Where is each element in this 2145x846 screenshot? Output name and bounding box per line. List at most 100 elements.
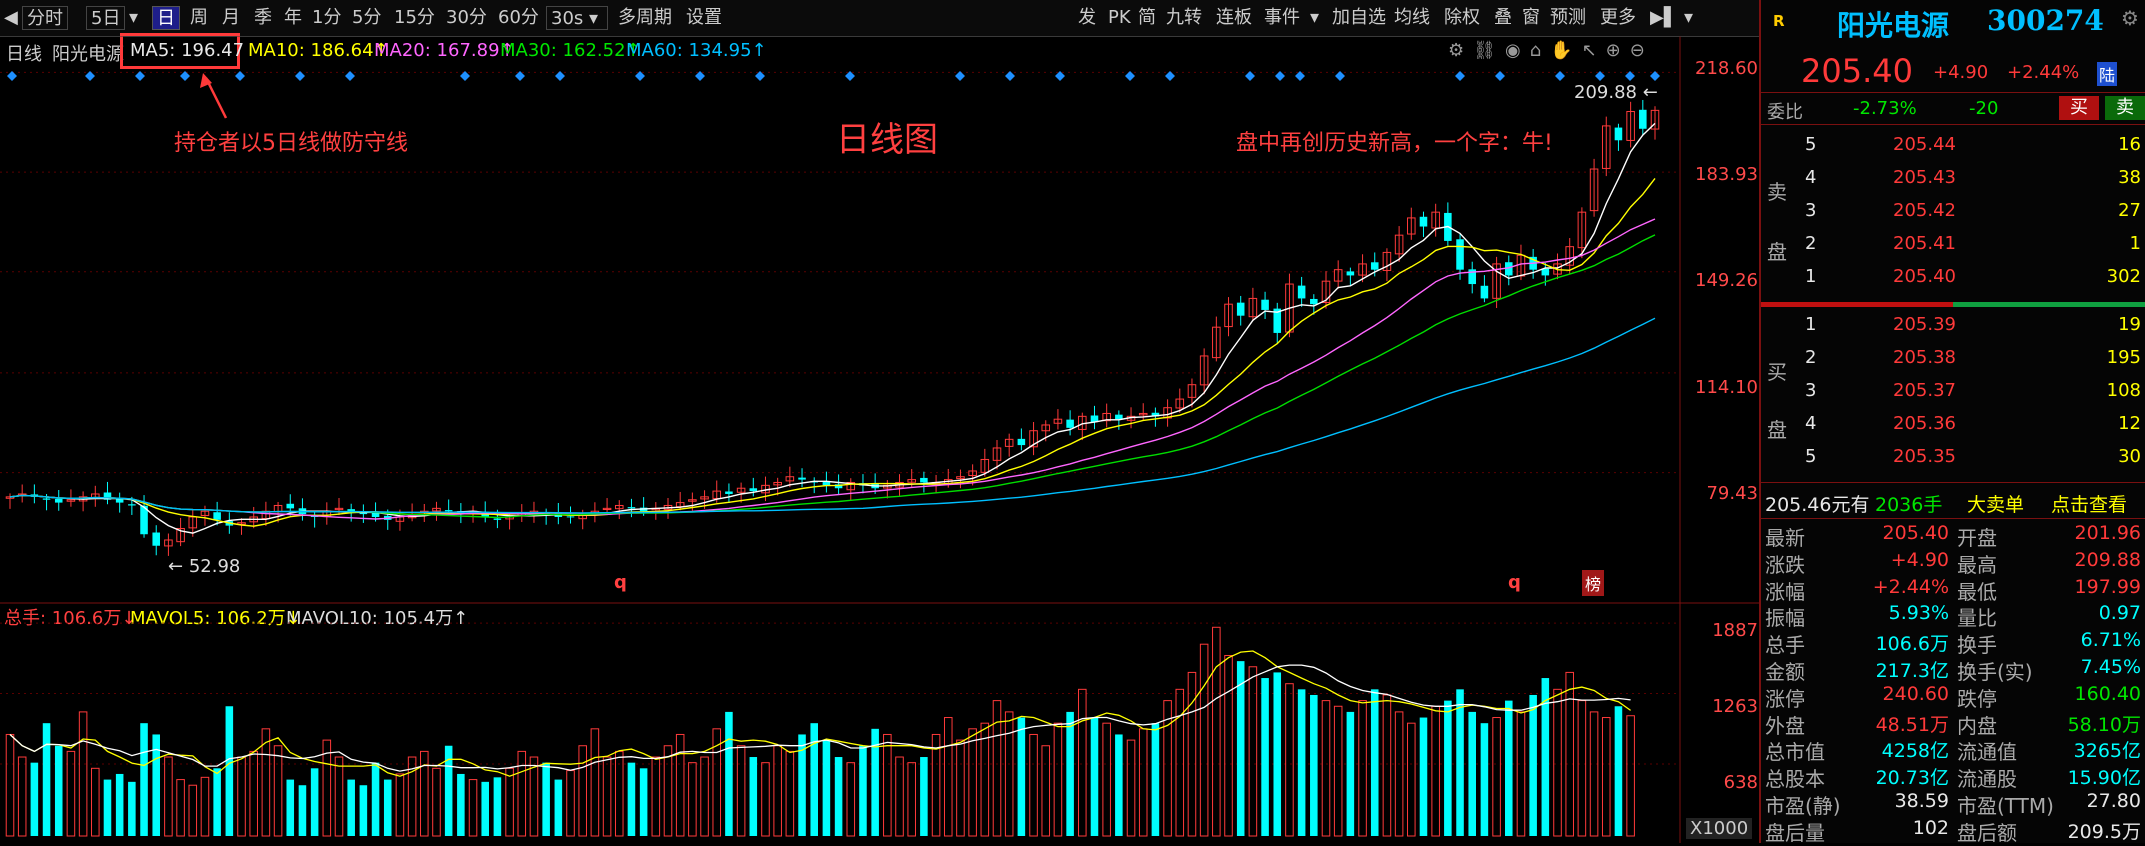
tab-day[interactable]: 日 [152,6,180,30]
stat-label: 市盈(TTM) [1957,794,2054,818]
tab-1min[interactable]: 1分 [312,7,342,28]
tool-fa[interactable]: 发 [1078,7,1096,28]
stat-label: 最低 [1957,579,1997,604]
toolbar-left-icon[interactable]: ◀ [4,7,18,28]
stat-label: 市盈(静) [1765,794,1841,818]
bid-price: 205.35 [1893,446,1956,467]
tool-ma[interactable]: 均线 [1394,7,1430,28]
sell-button[interactable]: 卖 [2105,96,2145,120]
volume-bar-up [420,750,429,837]
stat-value: 217.3亿 [1875,660,1949,682]
tool-window[interactable]: 窗 [1522,7,1540,28]
buy-side-label-1: 买 [1767,360,1787,384]
volume-bar-down [359,785,368,836]
tool-forecast[interactable]: 预测 [1550,7,1586,28]
low-price-label: 52.98 [188,556,241,577]
volume-bar-up [1078,688,1087,837]
quote-panel: R 阳光电源 300274 ⚙ 205.40 +4.90 +2.44% 陆 委比… [1759,0,2145,845]
weicha-value: -20 [1969,98,1999,119]
tool-simple[interactable]: 简 [1138,7,1156,28]
eye-icon[interactable]: ◉ [1505,40,1530,61]
multi-period-button[interactable]: 多周期 [618,7,672,28]
volume-bar-up [432,767,441,837]
zoom-out-icon[interactable]: ⊖ [1629,40,1654,61]
tab-quarter[interactable]: 季 [254,7,272,28]
stat-value: 3265亿 [2073,740,2141,763]
kline-chart[interactable] [0,36,1759,843]
tool-jiuzhuan[interactable]: 九转 [1166,7,1202,28]
tab-15min[interactable]: 15分 [394,7,435,28]
volume-bar-up [1102,722,1111,837]
bid-level: 5 [1805,446,1817,467]
bigorder-link[interactable]: 点击查看 [2051,494,2128,516]
volume-bar-up [846,762,856,837]
tool-pk[interactable]: PK [1108,7,1131,28]
tab-30s[interactable]: 30s ▾ [546,6,608,30]
candle-body-down [1066,419,1074,428]
tab-year[interactable]: 年 [284,7,302,28]
stat-label: 涨跌 [1765,552,1805,577]
tab-60min[interactable]: 60分 [498,7,539,28]
stat-value: 201.96 [2074,522,2141,544]
price-axis: 218.60 183.93 149.26 114.10 79.43 [1682,0,1758,600]
stat-value: 4258亿 [1881,740,1949,763]
tab-week[interactable]: 周 [190,7,208,28]
tool-events[interactable]: 事件 [1264,7,1300,28]
candle-body-up [602,507,612,511]
volume-bar-down [103,779,112,836]
tool-lianban[interactable]: 连板 [1216,7,1252,28]
candle-body-down [54,498,63,503]
candle-body-up [968,470,977,477]
zoom-in-icon[interactable]: ⊕ [1605,40,1630,61]
volume-tick: 1887 [1712,620,1758,641]
events-dropdown-icon[interactable]: ▾ [1310,7,1320,28]
ask-volume: 302 [2106,266,2141,287]
signal-diamond [7,71,17,81]
candle-body-down [1419,216,1428,227]
tab-30s-label: 30s [551,8,584,29]
volume-bar-up [237,756,246,837]
tab-5min[interactable]: 5分 [352,7,382,28]
cursor-icon[interactable]: ↖ [1581,40,1606,61]
buy-button[interactable]: 买 [2059,96,2099,120]
settings-button[interactable]: 设置 [686,7,722,28]
volume-bar-up [1053,722,1063,837]
toolbar-menu-dropdown-icon[interactable]: ▾ [1684,7,1694,28]
event-marker-q2[interactable]: q [1508,572,1521,593]
panel-settings-icon[interactable]: ⚙ [2121,6,2139,30]
stat-value: 27.80 [2086,790,2141,812]
candle-body-down [371,512,380,517]
candle-body-down [1456,239,1464,270]
ma10-line [9,177,1656,527]
volume-bar-up [968,728,977,837]
tab-5day[interactable]: 5日 [86,6,126,30]
event-marker-q1[interactable]: q [614,572,627,593]
bang-badge[interactable]: 榜 [1582,570,1605,596]
stat-label: 开盘 [1957,526,1997,550]
expand-right-icon[interactable]: ▶▌ [1650,7,1678,28]
tab-30min[interactable]: 30分 [446,7,487,28]
tab-month[interactable]: 月 [222,7,240,28]
signal-diamond [1335,71,1345,81]
volume-bar-down [347,779,355,836]
volume-bar-down [1541,678,1550,836]
more-button[interactable]: 更多 [1600,7,1636,28]
link-icon[interactable]: ⛓ [1473,40,1505,61]
volume-bar-down [834,757,843,836]
add-watchlist-button[interactable]: 加自选 [1332,7,1386,28]
tab-5day-dropdown-icon[interactable]: ▾ [129,7,139,28]
volume-bar-up [1321,700,1331,837]
stat-label: 盘后量 [1765,820,1825,845]
stat-value: +2.44% [1872,575,1949,598]
stat-value: 20.73亿 [1875,767,1949,790]
candle-body-up [1224,303,1233,328]
bid-volume: 30 [2118,446,2141,467]
tab-fenshi[interactable]: 分时 [22,6,68,30]
home-icon[interactable]: ⌂ [1529,40,1551,61]
hand-icon[interactable]: ✋ [1550,40,1582,61]
candle-body-down [920,477,928,483]
settings-gear-icon[interactable]: ⚙ [1448,40,1474,61]
tool-adjust[interactable]: 除权 [1444,7,1480,28]
tool-overlay[interactable]: 叠 [1494,7,1512,28]
ask-level: 3 [1805,200,1817,221]
